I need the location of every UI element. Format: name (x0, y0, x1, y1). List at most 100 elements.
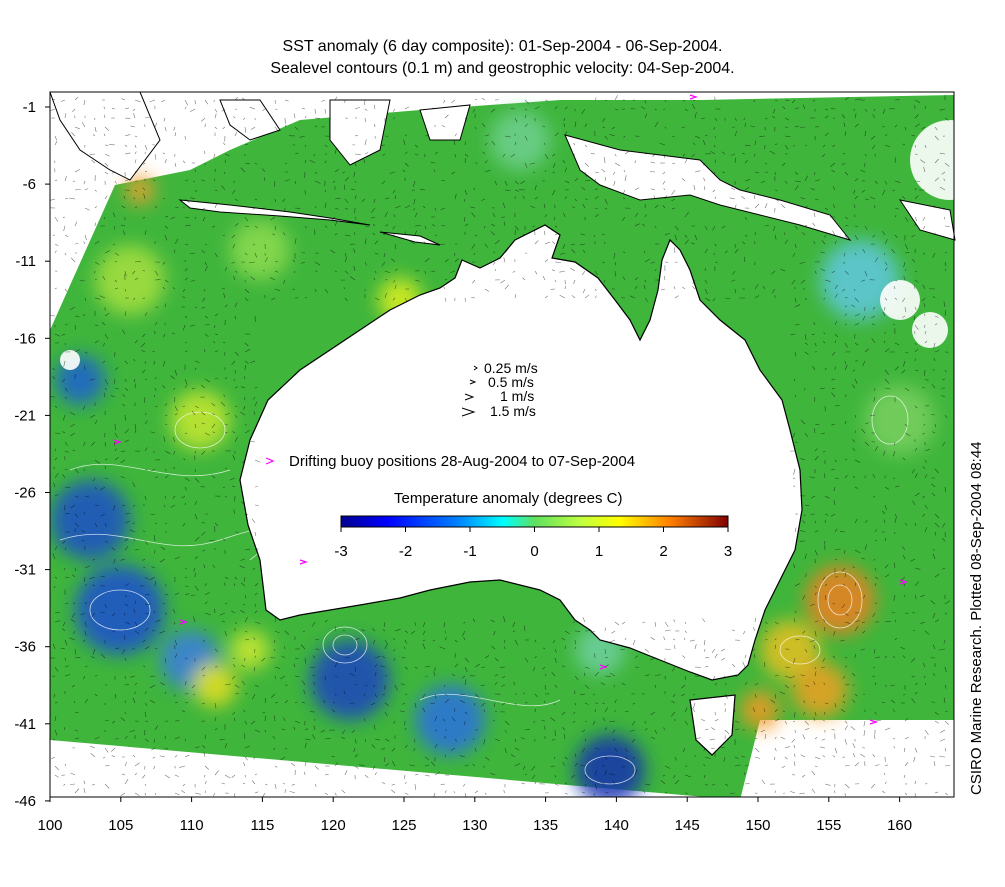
x-tick-label: 120 (321, 817, 346, 834)
velocity-arrow (822, 739, 825, 740)
velocity-arrow (91, 160, 95, 163)
velocity-arrow (71, 773, 75, 775)
velocity-arrow (485, 793, 486, 795)
velocity-arrow (165, 127, 166, 131)
velocity-arrow (145, 793, 146, 795)
velocity-arrow (415, 784, 416, 790)
y-tick-label: -36 (14, 639, 36, 656)
velocity-arrow (243, 783, 245, 784)
velocity-arrow (69, 198, 75, 199)
velocity-arrow (845, 721, 847, 724)
velocity-arrow (105, 748, 108, 752)
velocity-arrow (292, 784, 295, 785)
velocity-arrow (55, 136, 57, 140)
velocity-arrow (275, 766, 277, 767)
velocity-arrow (893, 738, 895, 739)
velocity-arrow (145, 171, 147, 172)
velocity-arrow (164, 118, 165, 121)
velocity-arrow (55, 766, 59, 770)
velocity-arrow (243, 762, 245, 766)
velocity-arrow (775, 737, 776, 739)
velocity-arrow (302, 108, 305, 109)
colorbar-title: Temperature anomaly (degrees C) (394, 490, 622, 507)
velocity-arrow (174, 127, 175, 130)
velocity-arrow (142, 775, 145, 778)
velocity-arrow (245, 757, 248, 760)
velocity-arrow (115, 181, 116, 183)
velocity-arrow (794, 745, 795, 748)
velocity-arrow (73, 181, 75, 182)
colorbar-tick-label: 0 (530, 543, 538, 560)
velocity-arrow (265, 784, 267, 785)
velocity-arrow (91, 753, 95, 757)
velocity-arrow (290, 791, 295, 793)
velocity-arrow (463, 784, 465, 786)
velocity-arrow (802, 775, 805, 777)
velocity-arrow (785, 757, 788, 759)
velocity-arrow (904, 775, 905, 778)
velocity-arrow (762, 780, 765, 784)
velocity-arrow (795, 730, 796, 733)
y-tick-label: -31 (14, 562, 36, 579)
x-tick-label: 105 (108, 817, 133, 834)
velocity-arrow (155, 123, 157, 127)
velocity-arrow (92, 784, 95, 785)
velocity-arrow (915, 748, 917, 752)
x-tick-label: 140 (604, 817, 629, 834)
velocity-arrow (205, 791, 206, 793)
velocity-arrow (215, 114, 216, 118)
velocity-arrow (812, 771, 815, 775)
y-tick-label: -26 (14, 485, 36, 502)
velocity-arrow (70, 784, 75, 785)
velocity-arrow (321, 100, 325, 102)
velocity-arrow (305, 116, 306, 118)
velocity-arrow (405, 782, 406, 784)
velocity-arrow (71, 258, 75, 262)
velocity-arrow (805, 728, 809, 730)
velocity-arrow (122, 774, 125, 775)
velocity-arrow (64, 226, 65, 231)
velocity-arrow (853, 743, 855, 748)
velocity-arrow (105, 196, 107, 199)
buoy-legend: Drifting buoy positions 28-Aug-2004 to 0… (266, 453, 635, 470)
x-tick-label: 155 (816, 817, 841, 834)
velocity-arrow (790, 791, 795, 793)
velocity-arrow (235, 132, 237, 136)
velocity-arrow (181, 790, 185, 793)
velocity-arrow (945, 721, 949, 725)
velocity-arrow (803, 734, 805, 739)
velocity-arrow (65, 235, 68, 237)
velocity-arrow (135, 793, 140, 796)
velocity-arrow (85, 189, 88, 190)
velocity-arrow (415, 774, 418, 775)
velocity-arrow (55, 775, 59, 777)
velocity-arrow (315, 766, 319, 770)
velocity-arrow (765, 734, 766, 739)
velocity-arrow (392, 784, 395, 785)
velocity-arrow (85, 208, 90, 210)
velocity-arrow (342, 790, 345, 793)
velocity-arrow (884, 773, 885, 775)
velocity-arrow (482, 98, 485, 100)
velocity-arrow (84, 242, 85, 244)
velocity-arrow (135, 773, 137, 775)
velocity-arrow (925, 730, 928, 735)
velocity-arrow (65, 253, 66, 255)
velocity-arrow (195, 793, 201, 794)
velocity-arrow (55, 288, 57, 289)
velocity-arrow (315, 784, 316, 787)
x-tick-label: 110 (180, 817, 204, 834)
velocity-arrow (930, 756, 935, 757)
velocity-arrow (405, 107, 409, 109)
y-axis: -1-6-11-16-21-26-31-36-41-46 (14, 99, 50, 810)
velocity-arrow (215, 109, 217, 112)
velocity-arrow (845, 739, 847, 745)
velocity-arrow (234, 793, 235, 797)
velocity-arrow (845, 784, 849, 788)
velocity-arrow (65, 764, 66, 766)
velocity-arrow (255, 774, 257, 775)
velocity-arrow (223, 143, 225, 145)
velocity-arrow (785, 747, 790, 748)
velocity-arrow (782, 766, 785, 768)
